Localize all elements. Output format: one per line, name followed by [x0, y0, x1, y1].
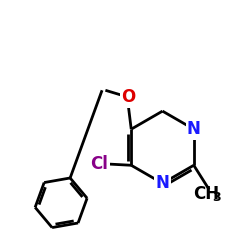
- Text: Cl: Cl: [90, 155, 108, 173]
- Text: N: N: [156, 174, 170, 192]
- Text: CH: CH: [193, 186, 219, 204]
- Text: 3: 3: [212, 191, 221, 204]
- Text: N: N: [187, 120, 201, 138]
- Text: O: O: [121, 88, 136, 106]
